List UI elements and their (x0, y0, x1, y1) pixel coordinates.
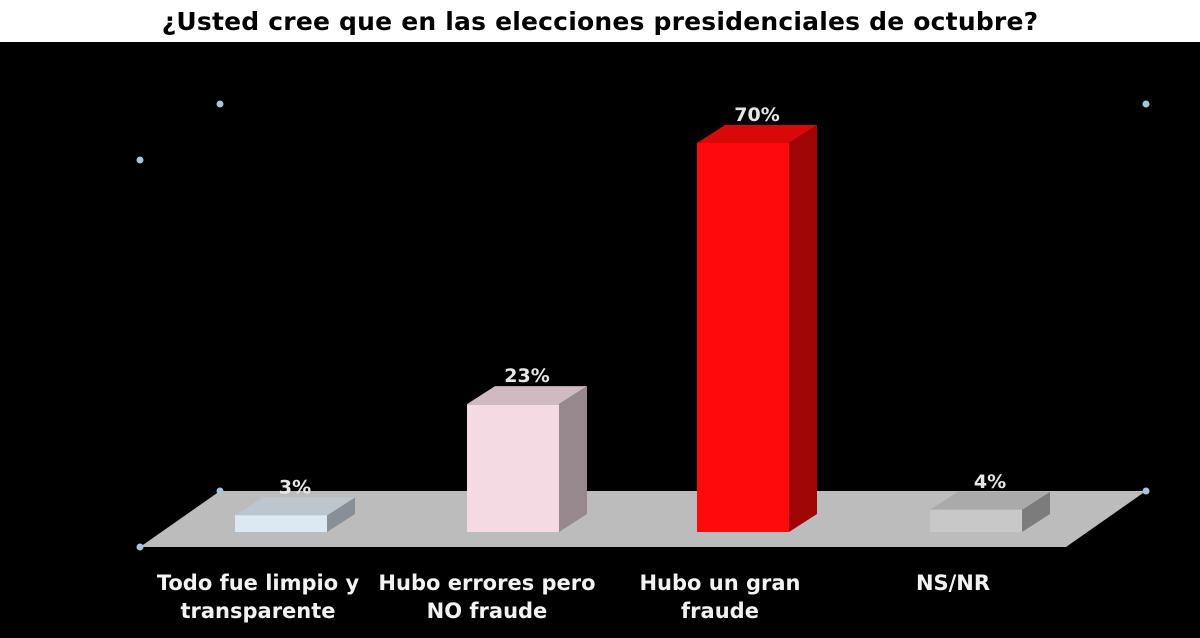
bar-top (930, 491, 1050, 510)
bar (697, 143, 789, 532)
corner-marker (216, 487, 224, 495)
bar (930, 509, 1022, 532)
plot-area: 3% 23% 70% 4% Todo fue limpio y transparent… (0, 42, 1200, 638)
chart-floor (140, 491, 1146, 547)
bar-top (697, 125, 817, 143)
bar-top (235, 497, 355, 516)
category-label-0: Todo fue limpio y transparente (156, 571, 360, 623)
data-label: 4% (974, 471, 1006, 493)
corner-marker (136, 543, 144, 551)
bar (467, 404, 559, 532)
bar (235, 515, 327, 532)
bar-top (467, 386, 587, 405)
data-label: 3% (279, 476, 311, 498)
data-label: 70% (734, 104, 779, 126)
corner-marker (1142, 100, 1150, 108)
bar-side (1022, 491, 1050, 532)
category-label-2: Hubo un gran fraude (639, 571, 801, 623)
bar-side (789, 125, 817, 532)
chart-title: ¿Usted cree que en las elecciones presid… (161, 7, 1039, 36)
bar-chart: 3% 23% 70% 4% (136, 100, 1150, 551)
corner-marker (1142, 487, 1150, 495)
category-label-1: Hubo errores pero NO fraude (378, 571, 596, 623)
corner-marker (216, 100, 224, 108)
category-label-3: NS/NR (915, 571, 991, 595)
corner-marker (136, 156, 144, 164)
bar-side (559, 386, 587, 532)
bar-side (327, 497, 355, 532)
data-label: 23% (504, 365, 549, 387)
